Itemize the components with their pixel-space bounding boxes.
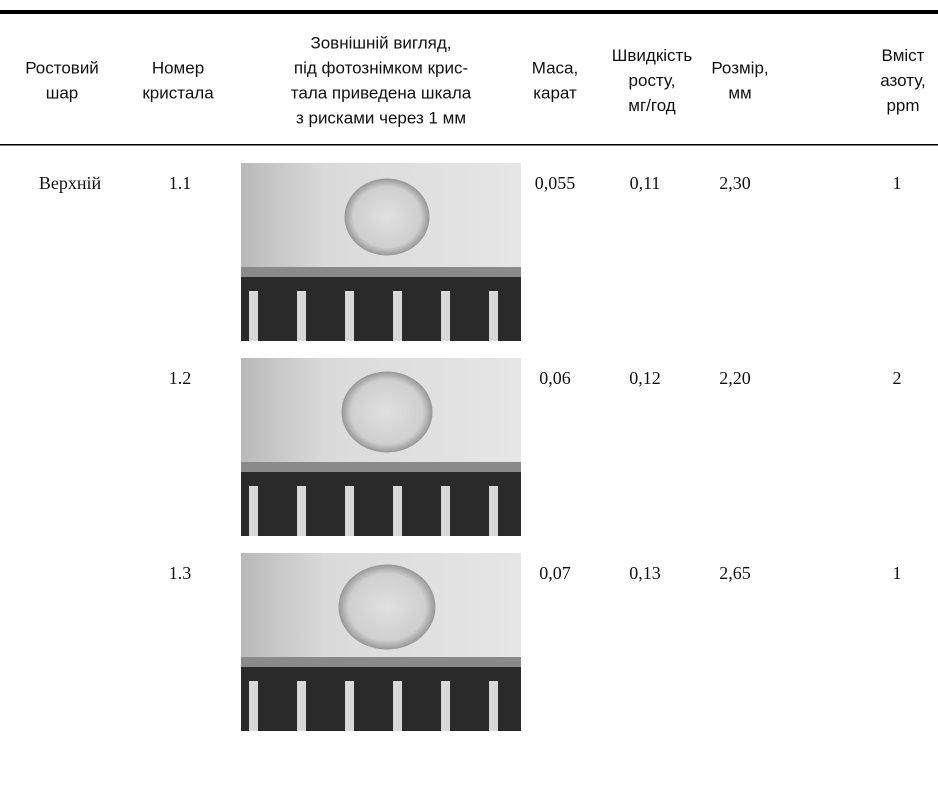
scale-tick [441, 486, 450, 536]
crystal-number: 1.2 [169, 368, 192, 388]
header-text: під фотознімком крис- [294, 59, 468, 78]
header-text: кристала [142, 84, 214, 103]
cell: 2 [893, 368, 902, 388]
scale-strip [241, 470, 521, 536]
scale-tick [297, 486, 306, 536]
scale-tick [393, 486, 402, 536]
scale-tick [489, 291, 498, 341]
scale-tick [345, 291, 354, 341]
header-text: мм [728, 84, 751, 103]
header-text: Номер [152, 59, 204, 78]
scale-edge [241, 462, 521, 472]
cell: 0,13 [629, 563, 661, 583]
scale-tick [345, 486, 354, 536]
header-text: азоту, [880, 71, 925, 90]
scale-strip [241, 275, 521, 341]
scale-tick [489, 681, 498, 731]
cell: 0,06 [539, 368, 571, 388]
header-text: Вміст [882, 46, 925, 65]
scale-tick [297, 681, 306, 731]
header-text: тала приведена шкала [291, 84, 472, 103]
cell: 2,20 [719, 368, 751, 388]
cell: 2,30 [719, 173, 751, 193]
crystal [339, 565, 435, 649]
scale-tick [345, 681, 354, 731]
scale-edge [241, 657, 521, 667]
scale-tick [441, 291, 450, 341]
scale-tick [393, 291, 402, 341]
header-text: карат [533, 84, 577, 103]
header-text: шар [46, 84, 79, 103]
header-text: Розмір, [711, 59, 768, 78]
crystal-photo [241, 163, 521, 341]
header-text: Ростовий [25, 59, 99, 78]
header-text: ppm [886, 96, 919, 115]
scale-strip [241, 665, 521, 731]
crystal-number: 1.1 [169, 173, 192, 193]
scale-tick [249, 681, 258, 731]
scale-tick [297, 291, 306, 341]
cell: 0,11 [630, 173, 661, 193]
header-text: Маса, [532, 59, 578, 78]
header-text: Швидкість [612, 46, 693, 65]
cell: 0,07 [539, 563, 571, 583]
header-text: з рисками через 1 мм [296, 109, 466, 128]
crystal-photo [241, 358, 521, 536]
header-rule [0, 144, 938, 146]
scale-edge [241, 267, 521, 277]
scale-tick [489, 486, 498, 536]
scale-tick [441, 681, 450, 731]
scale-tick [249, 291, 258, 341]
cell: 0,055 [535, 173, 576, 193]
cell: 0,12 [629, 368, 661, 388]
document: Ростовий шар Номер кристала Зовнішній вигляд… [0, 0, 938, 795]
cell: 1 [893, 563, 902, 583]
top-rule [0, 10, 938, 14]
scale-tick [249, 486, 258, 536]
scale-tick [393, 681, 402, 731]
crystal [342, 372, 432, 452]
crystal-number: 1.3 [169, 563, 192, 583]
crystal-photo [241, 553, 521, 731]
layer: Верхній [39, 173, 102, 193]
cell: 2,65 [719, 563, 751, 583]
header-text: росту, [629, 71, 676, 90]
crystal [345, 179, 429, 255]
cell: 1 [893, 173, 902, 193]
header-text: мг/год [628, 96, 676, 115]
header-text: Зовнішній вигляд, [310, 34, 451, 53]
